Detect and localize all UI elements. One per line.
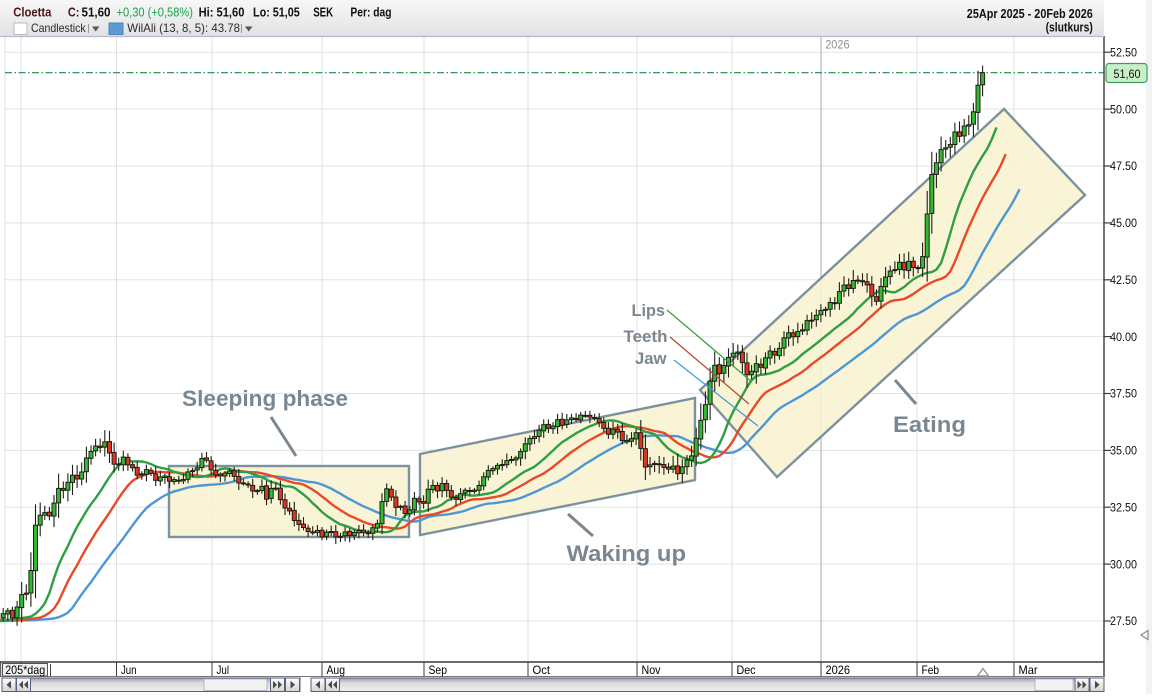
svg-text:Sep: Sep (429, 663, 448, 677)
svg-text:+0,30 (+0,58%): +0,30 (+0,58%) (117, 6, 193, 20)
svg-text:Jul: Jul (217, 663, 230, 677)
svg-text:Aug: Aug (327, 663, 346, 677)
svg-text:Candlestick: Candlestick (31, 21, 87, 35)
svg-text:25Apr 2025 - 20Feb 2026: 25Apr 2025 - 20Feb 2026 (967, 7, 1093, 21)
svg-text:37.50: 37.50 (1110, 389, 1137, 401)
svg-text:Cloetta: Cloetta (13, 6, 52, 20)
svg-text:51,60: 51,60 (1114, 67, 1141, 81)
svg-text:51,60: 51,60 (82, 6, 111, 20)
svg-text:35.00: 35.00 (1110, 446, 1137, 458)
svg-text:205*dag: 205*dag (5, 663, 45, 677)
svg-text:Nov: Nov (642, 663, 661, 677)
svg-text:30.00: 30.00 (1110, 559, 1137, 571)
svg-text:Sleeping phase: Sleeping phase (182, 386, 348, 411)
svg-text:Feb: Feb (922, 663, 940, 677)
svg-text:40.00: 40.00 (1110, 332, 1137, 344)
svg-text:2026: 2026 (826, 663, 851, 677)
svg-text:42.50: 42.50 (1110, 275, 1137, 287)
svg-text:47.50: 47.50 (1110, 161, 1137, 173)
svg-text:50.00: 50.00 (1110, 104, 1137, 116)
svg-text:Jun: Jun (121, 663, 137, 677)
svg-text:32.50: 32.50 (1110, 502, 1137, 514)
svg-text:45.00: 45.00 (1110, 218, 1137, 230)
svg-text:SEK: SEK (313, 6, 333, 20)
svg-text:2026: 2026 (825, 38, 850, 52)
svg-text:Dec: Dec (737, 663, 756, 677)
svg-text:Lips: Lips (632, 301, 666, 320)
svg-text:(slutkurs): (slutkurs) (1046, 21, 1093, 35)
svg-text:C:: C: (68, 6, 80, 20)
svg-text:Lo: 51,05: Lo: 51,05 (253, 6, 300, 20)
svg-text:Per: dag: Per: dag (350, 6, 391, 20)
svg-text:Jaw: Jaw (635, 349, 667, 368)
svg-text:52.50: 52.50 (1110, 48, 1137, 60)
svg-text:WilAli (13, 8, 5): 43.78: WilAli (13, 8, 5): 43.78 (127, 21, 240, 35)
svg-text:Oct: Oct (533, 663, 551, 677)
svg-text:Hi: 51,60: Hi: 51,60 (199, 6, 245, 20)
svg-text:Mar: Mar (1019, 663, 1038, 677)
svg-text:27.50: 27.50 (1110, 616, 1137, 628)
svg-text:Eating: Eating (893, 412, 966, 437)
svg-text:Teeth: Teeth (624, 327, 668, 346)
svg-text:Waking up: Waking up (567, 541, 687, 566)
